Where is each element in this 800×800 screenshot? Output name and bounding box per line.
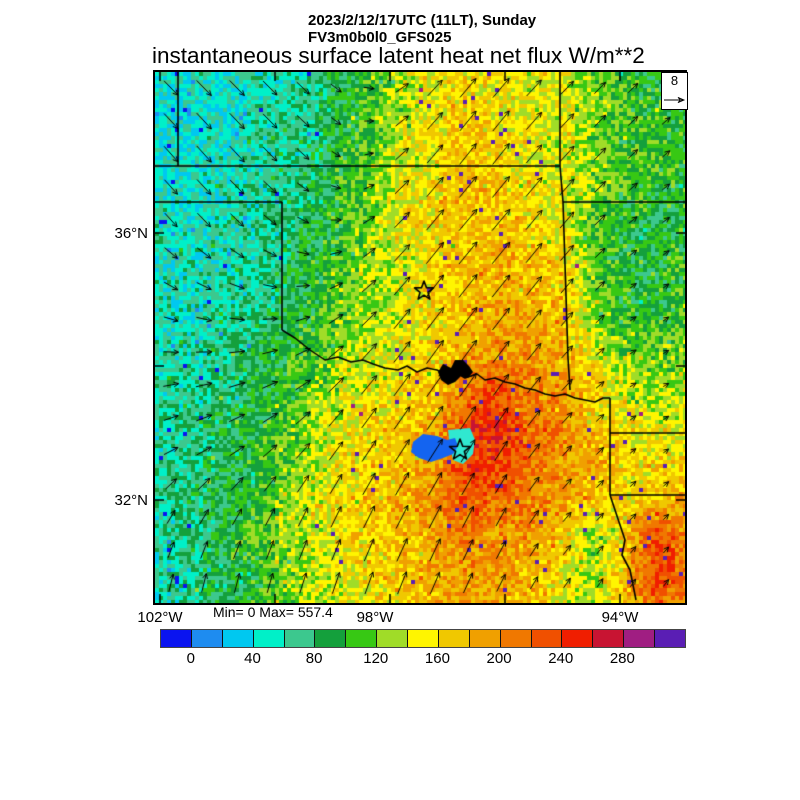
- plot-title: instantaneous surface latent heat net fl…: [152, 43, 645, 68]
- colorbar-tick-label: 160: [424, 650, 450, 667]
- valid-time-label: 2023/2/12/17UTC (11LT), Sunday: [308, 12, 537, 29]
- colorbar-segment: [592, 630, 624, 647]
- wind-key-value: 8: [670, 73, 679, 88]
- colorbar-segment: [252, 630, 284, 647]
- lat-label-36n: 36°N: [114, 225, 148, 242]
- colorbar-segment: [437, 630, 469, 647]
- colorbar-segment: [190, 630, 222, 647]
- colorbar-tick-labels: 0 40 80 120 160 200 240 280: [160, 650, 686, 668]
- colorbar-tick-label: 240: [548, 650, 574, 667]
- colorbar-segment: [468, 630, 500, 647]
- colorbar-segment: [221, 630, 253, 647]
- colorbar-segment: [407, 630, 438, 647]
- lat-label-32n: 32°N: [114, 492, 148, 509]
- lon-label-98w: 98°W: [356, 609, 394, 626]
- colorbar-segment: [623, 630, 654, 647]
- flux-heatmap-canvas: [155, 72, 685, 603]
- colorbar-segment: [654, 630, 685, 647]
- colorbar-tick-label: 200: [486, 650, 512, 667]
- wind-key-box: 8: [661, 72, 688, 110]
- colorbar-segment: [345, 630, 377, 647]
- colorbar-tick-label: 0: [186, 650, 195, 667]
- colorbar-tick-label: 280: [609, 650, 635, 667]
- colorbar-segment: [499, 630, 531, 647]
- model-name-label: FV3m0b0l0_GFS025: [308, 29, 452, 46]
- colorbar-tick-label: 120: [363, 650, 389, 667]
- lon-label-102w: 102°W: [137, 609, 183, 626]
- colorbar-segment: [376, 630, 407, 647]
- colorbar-tick-label: 80: [305, 650, 323, 667]
- colorbar-tick-label: 40: [244, 650, 261, 667]
- colorbar: [160, 629, 686, 648]
- colorbar-segment: [161, 630, 191, 647]
- lon-label-94w: 94°W: [601, 609, 639, 626]
- wind-key-arrow-icon: [664, 96, 686, 104]
- colorbar-segment: [314, 630, 346, 647]
- colorbar-segment: [283, 630, 315, 647]
- map-area: 8: [153, 70, 688, 605]
- colorbar-segment: [561, 630, 593, 647]
- colorbar-segment: [530, 630, 562, 647]
- minmax-stats: Min= 0 Max= 557.4: [213, 604, 333, 620]
